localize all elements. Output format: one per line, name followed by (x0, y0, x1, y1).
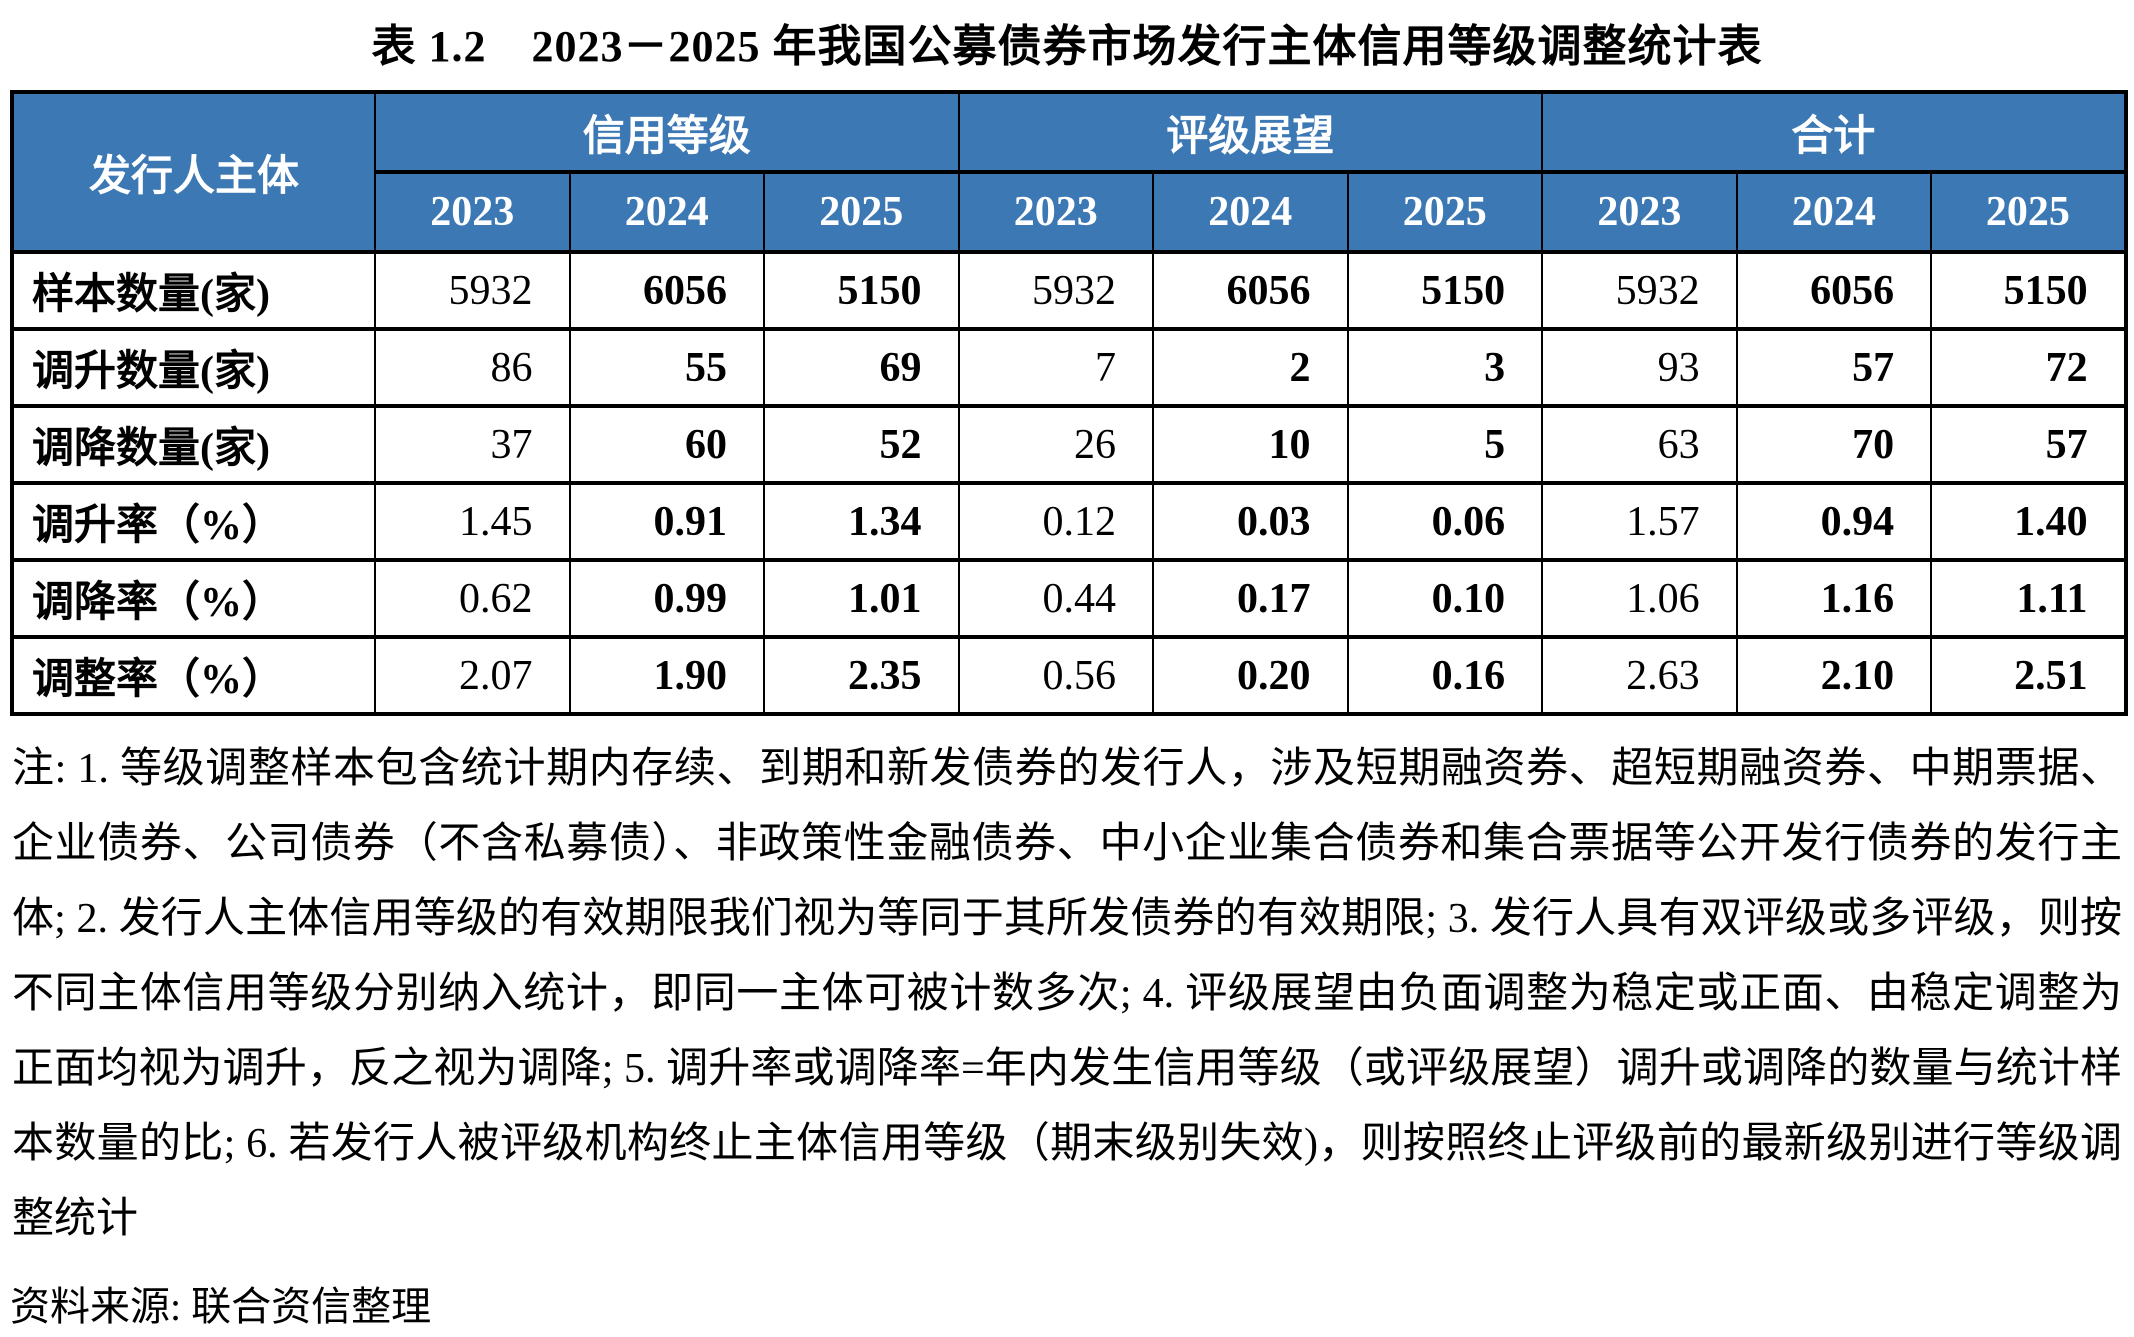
value-cell: 1.34 (763, 481, 960, 562)
value-cell: 5 (1346, 404, 1544, 485)
value-cell: 55 (568, 327, 765, 408)
group-header-cell: 信用等级 (374, 90, 960, 174)
table-row: 调升数量(家) 86 55 69 7 2 3 93 57 72 (11, 327, 2127, 408)
value-cell: 1.06 (1541, 558, 1738, 639)
value-cell: 0.12 (957, 481, 1155, 562)
value-cell: 70 (1735, 404, 1933, 485)
value-cell: 1.16 (1735, 558, 1933, 639)
value-cell: 0.10 (1346, 558, 1544, 639)
row-label-cell: 调整率（%） (11, 635, 376, 716)
value-cell: 0.99 (568, 558, 765, 639)
row-label-cell: 调降数量(家) (11, 404, 376, 485)
rating-adjustment-table: 发行人主体 信用等级 评级展望 合计 2023 2024 2025 2023 2024 2025 2… (10, 90, 2128, 716)
year-header-cell: 2025 (1346, 170, 1544, 254)
group-header-cell: 评级展望 (957, 90, 1544, 174)
value-cell: 0.06 (1346, 481, 1544, 562)
header-group-row: 发行人主体 信用等级 评级展望 合计 (11, 90, 2127, 254)
group-header-cell: 合计 (1541, 90, 2127, 174)
value-cell: 93 (1541, 327, 1738, 408)
table-body: 样本数量(家) 5932 6056 5150 5932 6056 5150 5932 6056 5… (11, 250, 2127, 716)
value-cell: 2.35 (763, 635, 960, 716)
value-cell: 57 (1735, 327, 1933, 408)
value-cell: 2.63 (1541, 635, 1738, 716)
value-cell: 0.20 (1152, 635, 1349, 716)
value-cell: 2 (1152, 327, 1349, 408)
value-cell: 10 (1152, 404, 1349, 485)
value-cell: 5150 (763, 250, 960, 331)
row-label-cell: 调升数量(家) (11, 327, 376, 408)
value-cell: 86 (374, 327, 571, 408)
year-header-cell: 2023 (1541, 170, 1738, 254)
value-cell: 1.57 (1541, 481, 1738, 562)
row-label-cell: 调降率（%） (11, 558, 376, 639)
value-cell: 2.07 (374, 635, 571, 716)
value-cell: 52 (763, 404, 960, 485)
value-cell: 0.94 (1735, 481, 1933, 562)
table-row: 调降率（%） 0.62 0.99 1.01 0.44 0.17 0.10 1.06 1.16 1.… (11, 558, 2127, 639)
value-cell: 26 (957, 404, 1155, 485)
table-row: 调升率（%） 1.45 0.91 1.34 0.12 0.03 0.06 1.57 0.94 1.… (11, 481, 2127, 562)
year-header-cell: 2023 (374, 170, 571, 254)
row-label-cell: 样本数量(家) (11, 250, 376, 331)
value-cell: 5932 (957, 250, 1155, 331)
value-cell: 0.16 (1346, 635, 1544, 716)
value-cell: 1.90 (568, 635, 765, 716)
value-cell: 7 (957, 327, 1155, 408)
value-cell: 3 (1346, 327, 1544, 408)
year-header-cell: 2024 (568, 170, 765, 254)
value-cell: 1.01 (763, 558, 960, 639)
value-cell: 0.91 (568, 481, 765, 562)
value-cell: 0.44 (957, 558, 1155, 639)
value-cell: 0.62 (374, 558, 571, 639)
value-cell: 37 (374, 404, 571, 485)
value-cell: 60 (568, 404, 765, 485)
value-cell: 1.40 (1930, 481, 2127, 562)
header-year-row: 2023 2024 2025 2023 2024 2025 2023 2024 2025 (12, 170, 2127, 254)
value-cell: 69 (763, 327, 960, 408)
value-cell: 6056 (568, 250, 765, 331)
year-header-cell: 2025 (1930, 170, 2127, 254)
value-cell: 6056 (1152, 250, 1349, 331)
value-cell: 5932 (1541, 250, 1738, 331)
value-cell: 5150 (1930, 250, 2127, 331)
row-label-cell: 调升率（%） (11, 481, 376, 562)
table-row: 调降数量(家) 37 60 52 26 10 5 63 70 57 (11, 404, 2127, 485)
data-source: 资料来源: 联合资信整理 (10, 1284, 432, 1329)
corner-header-cell: 发行人主体 (11, 90, 376, 254)
value-cell: 6056 (1735, 250, 1933, 331)
year-header-cell: 2024 (1152, 170, 1349, 254)
value-cell: 5932 (374, 250, 571, 331)
table-notes: 注: 1. 等级调整样本包含统计期内存续、到期和新发债券的发行人，涉及短期融资券… (12, 746, 2122, 1242)
year-header-cell: 2024 (1735, 170, 1933, 254)
value-cell: 5150 (1346, 250, 1544, 331)
value-cell: 57 (1930, 404, 2127, 485)
year-header-cell: 2025 (763, 170, 960, 254)
value-cell: 2.51 (1930, 635, 2127, 716)
value-cell: 72 (1930, 327, 2127, 408)
table-row: 样本数量(家) 5932 6056 5150 5932 6056 5150 5932 6056 5… (11, 250, 2127, 331)
table-row: 调整率（%） 2.07 1.90 2.35 0.56 0.20 0.16 2.63 2.10 2.… (11, 635, 2127, 716)
value-cell: 0.03 (1152, 481, 1349, 562)
table-title: 表 1.2 2023－2025 年我国公募债券市场发行主体信用等级调整统计表 (371, 22, 1763, 71)
value-cell: 1.11 (1930, 558, 2127, 639)
value-cell: 0.17 (1152, 558, 1349, 639)
value-cell: 1.45 (374, 481, 571, 562)
value-cell: 2.10 (1735, 635, 1933, 716)
year-header-cell: 2023 (957, 170, 1155, 254)
table-header: 发行人主体 信用等级 评级展望 合计 2023 2024 2025 2023 2024 2025 2… (11, 90, 2127, 254)
value-cell: 0.56 (957, 635, 1155, 716)
value-cell: 63 (1541, 404, 1738, 485)
